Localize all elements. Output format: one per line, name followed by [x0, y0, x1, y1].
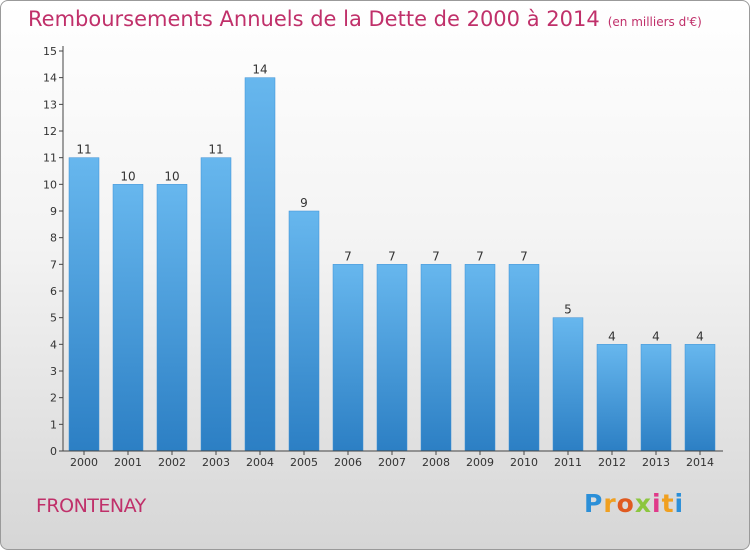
bar-2007 — [376, 264, 408, 452]
logo-letter: i — [674, 489, 685, 518]
logo-letter: r — [603, 489, 617, 518]
bar-2003 — [200, 157, 232, 452]
data-label-2010: 7 — [520, 249, 528, 263]
bar-2014 — [684, 344, 716, 452]
logo-letter: x — [634, 489, 652, 518]
bar-2004 — [244, 77, 276, 452]
x-tick-label-2011: 2011 — [554, 456, 582, 469]
y-tick-label-1: 1 — [50, 418, 57, 431]
x-tick-label-2004: 2004 — [246, 456, 274, 469]
bar-2010 — [508, 264, 540, 452]
x-tick-label-2013: 2013 — [642, 456, 670, 469]
data-label-2005: 9 — [300, 196, 308, 210]
logo-letter: t — [661, 489, 675, 518]
bar-2005 — [288, 210, 320, 452]
data-label-2003: 11 — [208, 143, 223, 157]
y-tick-label-14: 14 — [43, 72, 57, 85]
data-label-2000: 11 — [76, 143, 91, 157]
x-tick-label-2008: 2008 — [422, 456, 450, 469]
y-tick-label-3: 3 — [50, 365, 57, 378]
x-tick-label-2001: 2001 — [114, 456, 142, 469]
x-tick-label-2000: 2000 — [70, 456, 98, 469]
bar-2002 — [156, 184, 188, 452]
chart-title-text: Remboursements Annuels de la Dette de 20… — [28, 7, 600, 31]
y-tick-label-6: 6 — [50, 285, 57, 298]
x-tick-label-2002: 2002 — [158, 456, 186, 469]
y-tick-label-8: 8 — [50, 232, 57, 245]
x-tick-label-2003: 2003 — [202, 456, 230, 469]
bar-2011 — [552, 317, 584, 452]
logo-letter: P — [584, 489, 604, 518]
x-tick-label-2009: 2009 — [466, 456, 494, 469]
y-tick-label-12: 12 — [43, 125, 57, 138]
x-tick-label-2005: 2005 — [290, 456, 318, 469]
chart-title: Remboursements Annuels de la Dette de 20… — [28, 7, 702, 31]
x-tick-label-2010: 2010 — [510, 456, 538, 469]
bar-2001 — [112, 184, 144, 452]
data-label-2007: 7 — [388, 249, 396, 263]
y-tick-label-5: 5 — [50, 312, 57, 325]
x-tick-label-2014: 2014 — [686, 456, 714, 469]
data-label-2014: 4 — [696, 329, 704, 343]
data-label-2006: 7 — [344, 249, 352, 263]
bar-2009 — [464, 264, 496, 452]
y-tick-label-2: 2 — [50, 392, 57, 405]
data-label-2004: 14 — [252, 63, 267, 77]
y-tick-label-0: 0 — [50, 445, 57, 458]
y-tick-label-11: 11 — [43, 152, 57, 165]
y-tick-label-9: 9 — [50, 205, 57, 218]
y-tick-label-10: 10 — [43, 178, 57, 191]
data-label-2011: 5 — [564, 303, 572, 317]
proxiti-logo: Proxiti — [584, 489, 684, 518]
y-tick-label-13: 13 — [43, 98, 57, 111]
logo-letter: o — [616, 489, 635, 518]
data-label-2012: 4 — [608, 329, 616, 343]
data-label-2008: 7 — [432, 249, 440, 263]
logo-letter: i — [652, 489, 662, 518]
commune-name: FRONTENAY — [36, 495, 146, 517]
bar-2012 — [596, 344, 628, 452]
data-label-2001: 10 — [120, 169, 135, 183]
x-tick-label-2007: 2007 — [378, 456, 406, 469]
bar-2006 — [332, 264, 364, 452]
chart-unit-note: (en milliers d'€) — [607, 15, 702, 29]
bar-2013 — [640, 344, 672, 452]
x-tick-label-2006: 2006 — [334, 456, 362, 469]
y-tick-label-4: 4 — [50, 338, 57, 351]
data-label-2009: 7 — [476, 249, 484, 263]
y-tick-label-7: 7 — [50, 258, 57, 271]
x-tick-label-2012: 2012 — [598, 456, 626, 469]
bar-2000 — [68, 157, 100, 452]
data-label-2002: 10 — [164, 169, 179, 183]
data-label-2013: 4 — [652, 329, 660, 343]
bar-2008 — [420, 264, 452, 452]
y-tick-label-15: 15 — [43, 45, 57, 58]
